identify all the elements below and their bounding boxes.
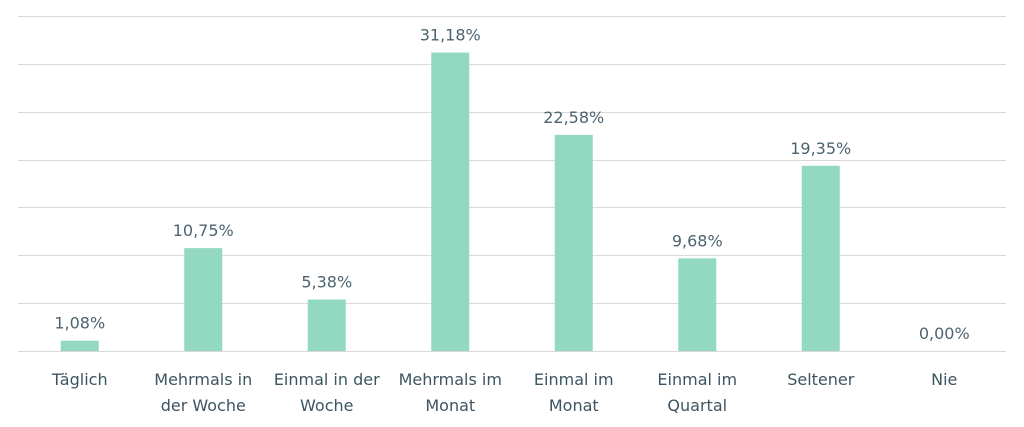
- data-labels: 1,08% 10,75% 5,38% 31,18% 22,58% 9,68% 19,35% 0…: [54, 26, 969, 343]
- x-tick-label-line: Mehrmals in: [154, 370, 252, 389]
- x-tick-label-line: Woche: [300, 396, 353, 415]
- bar-3: [431, 52, 470, 352]
- x-tick-label-6: Seltener: [787, 370, 855, 389]
- x-tick-label-line: Monat: [425, 396, 475, 415]
- x-tick-labels: Täglich Mehrmals in der Woche Einmal in der…: [51, 370, 957, 415]
- data-label-6: 19,35%: [790, 139, 851, 158]
- x-tick-label-1: Mehrmals in der Woche: [154, 370, 252, 415]
- data-label-5: 9,68%: [672, 231, 723, 250]
- data-label-2: 5,38%: [301, 273, 352, 292]
- bar-0: [60, 340, 99, 351]
- x-tick-label-0: Täglich: [51, 370, 108, 389]
- bar-6: [801, 165, 840, 351]
- x-tick-label-5: Einmal im Quartal: [657, 370, 737, 415]
- x-tick-label-line: der Woche: [161, 396, 246, 415]
- x-tick-label-line: Täglich: [51, 370, 108, 389]
- x-tick-label-line: Einmal in der: [274, 370, 380, 389]
- bar-1: [184, 248, 223, 351]
- x-tick-label-line: Monat: [549, 396, 599, 415]
- bar-2: [307, 299, 346, 351]
- x-tick-label-line: Einmal im: [534, 370, 614, 389]
- data-label-3: 31,18%: [420, 26, 481, 45]
- x-tick-label-line: Quartal: [667, 396, 727, 415]
- x-tick-label-3: Mehrmals im Monat: [399, 370, 502, 415]
- data-label-1: 10,75%: [173, 221, 234, 240]
- bars: [60, 52, 840, 352]
- x-tick-label-line: Nie: [931, 370, 957, 389]
- x-tick-label-4: Einmal im Monat: [534, 370, 614, 415]
- x-tick-label-line: Einmal im: [657, 370, 737, 389]
- bar-5: [678, 258, 717, 351]
- x-tick-label-line: Seltener: [787, 370, 855, 389]
- x-tick-label-line: Mehrmals im: [399, 370, 502, 389]
- x-tick-label-7: Nie: [931, 370, 957, 389]
- gridlines: [18, 16, 1006, 352]
- data-label-4: 22,58%: [543, 108, 604, 127]
- data-label-7: 0,00%: [919, 324, 970, 343]
- data-label-0: 1,08%: [54, 314, 105, 333]
- bar-4: [554, 134, 593, 351]
- x-tick-label-2: Einmal in der Woche: [274, 370, 380, 415]
